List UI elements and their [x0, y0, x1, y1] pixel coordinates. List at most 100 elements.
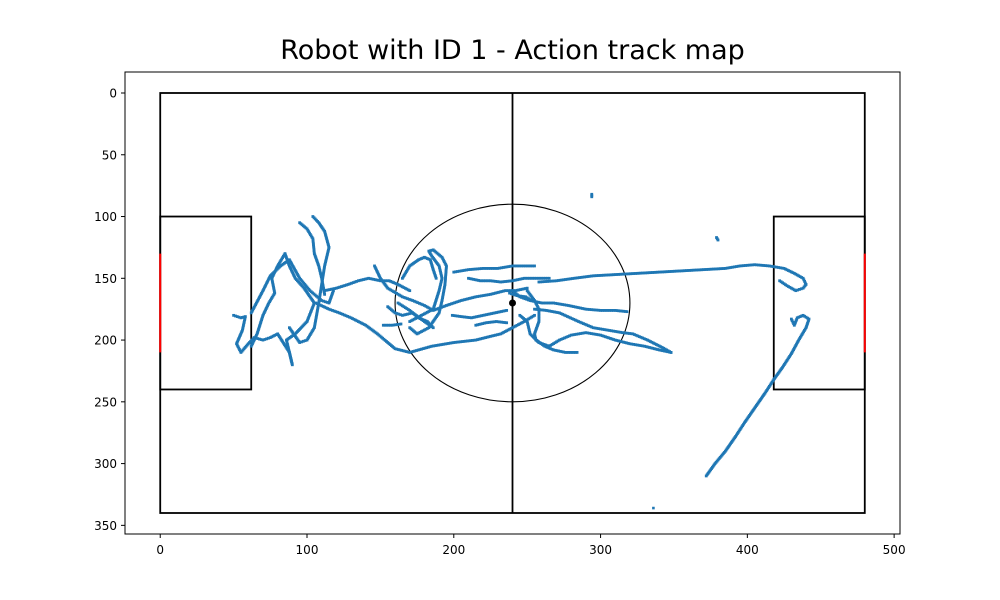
track-point — [543, 301, 547, 305]
track-point — [540, 342, 544, 346]
track-point — [288, 351, 291, 355]
track-point — [766, 264, 769, 268]
track-point — [453, 301, 457, 305]
track-point — [563, 303, 567, 307]
track-point — [564, 314, 568, 318]
track-point — [458, 299, 461, 303]
track-point — [271, 284, 275, 288]
track-point — [472, 295, 476, 299]
track-point — [327, 246, 331, 249]
track-point — [551, 310, 555, 314]
track-point — [495, 291, 499, 295]
track-point — [615, 339, 619, 342]
track-point — [428, 307, 432, 311]
track-point — [475, 315, 478, 319]
track-point — [554, 310, 558, 314]
track-point — [626, 331, 630, 335]
track-point — [662, 349, 666, 353]
track-point — [451, 301, 455, 305]
track-point — [440, 343, 444, 346]
track-point — [514, 264, 518, 268]
track-point — [695, 268, 698, 272]
track-point — [567, 351, 571, 354]
track-point — [565, 351, 569, 354]
track-point — [367, 276, 371, 280]
track-point — [656, 348, 660, 351]
track-point — [238, 348, 241, 351]
track-point — [606, 328, 610, 332]
track-point — [396, 323, 399, 326]
track-point — [395, 347, 399, 351]
track-point — [546, 309, 550, 313]
track-point — [546, 346, 550, 349]
track-point — [544, 276, 547, 280]
track-point — [536, 306, 540, 310]
track-point — [305, 320, 309, 323]
track-point — [409, 311, 413, 315]
track-point — [785, 284, 789, 288]
track-point — [513, 293, 517, 297]
track-point — [518, 322, 522, 326]
track-point — [341, 312, 345, 316]
track-point — [261, 338, 265, 342]
track-point — [363, 277, 367, 281]
track-point — [314, 317, 318, 321]
track-point — [309, 234, 313, 238]
track-point — [807, 319, 810, 322]
track-point — [526, 321, 529, 325]
track-point — [317, 266, 321, 269]
track-point — [583, 322, 587, 326]
track-point — [494, 333, 498, 337]
track-point — [537, 280, 541, 284]
track-point — [568, 334, 571, 338]
track-point — [441, 296, 444, 300]
track-point — [388, 323, 392, 327]
track-point — [536, 308, 540, 311]
track-point — [461, 298, 465, 302]
track-point — [401, 349, 405, 353]
track-point — [597, 308, 601, 312]
track-point — [618, 339, 622, 343]
track-point — [561, 303, 565, 306]
track-point — [306, 318, 309, 322]
track-point — [524, 287, 527, 290]
track-point — [390, 280, 394, 284]
track-point — [323, 264, 327, 268]
track-point — [440, 255, 444, 259]
track-point — [647, 339, 651, 343]
track-point — [502, 289, 505, 293]
track-point — [324, 306, 328, 310]
track-point — [515, 323, 519, 327]
track-point — [489, 279, 492, 283]
track-point — [434, 300, 437, 304]
track-point — [414, 317, 418, 320]
track-point — [320, 299, 324, 302]
track-point — [657, 348, 661, 352]
track-point — [507, 289, 510, 293]
track-point — [497, 290, 501, 294]
track-point — [434, 299, 438, 303]
track-point — [798, 315, 802, 318]
track-point — [586, 307, 590, 311]
track-point — [591, 274, 595, 278]
track-point — [485, 313, 488, 317]
track-point — [471, 316, 475, 319]
track-point — [585, 323, 589, 327]
track-point — [439, 303, 443, 307]
track-point — [604, 335, 607, 339]
track-point — [529, 276, 533, 280]
track-point — [608, 337, 612, 340]
track-point — [402, 296, 406, 299]
track-point — [452, 314, 456, 317]
track-point — [527, 297, 531, 301]
track-point — [527, 327, 531, 331]
track-point — [557, 302, 561, 306]
track-point — [311, 238, 315, 242]
track-point — [622, 340, 625, 344]
track-point — [454, 340, 457, 344]
track-point — [321, 275, 325, 279]
track-point — [792, 322, 795, 326]
track-point — [590, 325, 593, 329]
track-point — [572, 351, 576, 354]
track-point — [555, 279, 558, 283]
